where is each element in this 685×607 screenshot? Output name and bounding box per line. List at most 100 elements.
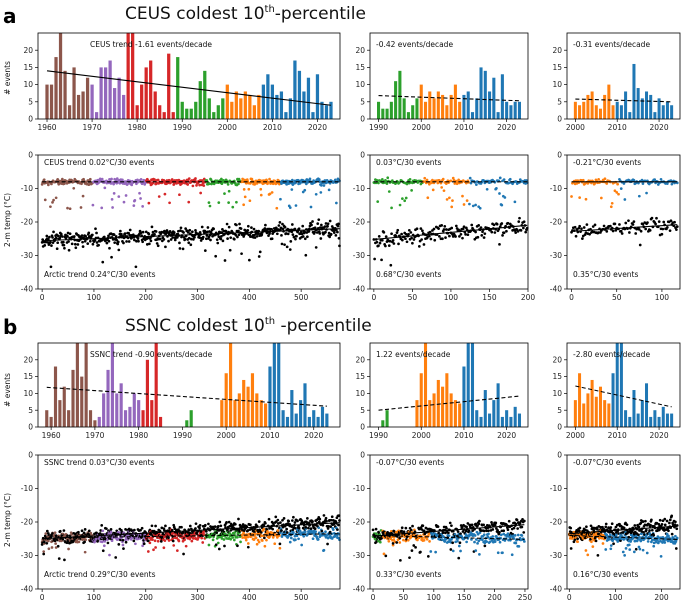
point-arctic <box>660 523 664 526</box>
bar <box>329 101 333 119</box>
point-arctic <box>622 526 626 530</box>
point-regional <box>330 537 334 540</box>
bar <box>611 373 615 427</box>
point-regional <box>650 538 654 542</box>
point-arctic <box>286 232 290 236</box>
point-arctic <box>498 242 501 246</box>
point-regional <box>192 537 195 540</box>
bar <box>207 98 211 119</box>
x-tick-label: 500 <box>294 293 309 302</box>
bar <box>284 112 288 119</box>
point-regional <box>81 194 85 198</box>
point-regional <box>449 179 453 183</box>
bar <box>103 67 108 119</box>
point-regional <box>237 182 240 186</box>
point-regional <box>317 531 321 535</box>
point-regional <box>259 187 263 191</box>
bar <box>84 343 88 427</box>
x-tick-label: 1990 <box>173 431 192 440</box>
x-tick-label: 1970 <box>85 431 104 440</box>
point-regional <box>157 195 161 198</box>
point-arctic <box>135 239 138 243</box>
bar <box>419 84 423 119</box>
point-arctic <box>507 519 511 523</box>
bar <box>578 105 582 119</box>
point-arctic <box>480 234 484 237</box>
bar <box>428 91 432 119</box>
x-tick-label: 2010 <box>260 431 279 440</box>
point-arctic <box>619 229 623 233</box>
point-arctic <box>101 260 105 264</box>
point-regional <box>244 181 248 185</box>
y-tick-label: -20 <box>353 518 365 527</box>
point-arctic <box>668 229 672 233</box>
bar <box>385 108 389 119</box>
point-arctic <box>58 529 62 533</box>
x-tick-label: 0 <box>40 293 45 302</box>
point-regional <box>156 178 160 182</box>
point-regional <box>49 205 52 209</box>
point-regional <box>478 553 481 556</box>
bar <box>149 60 153 119</box>
bar <box>53 366 58 427</box>
chart-a-temp-mid: 0 50 100 150 200 -40 -30 -20 -10 0 0.03°C/30 event… <box>353 151 536 302</box>
point-arctic <box>477 224 481 227</box>
point-arctic <box>324 230 327 234</box>
point-regional <box>227 189 231 193</box>
point-arctic <box>263 227 267 230</box>
point-regional <box>376 200 380 204</box>
y-tick-label: 0 <box>557 115 562 124</box>
point-regional <box>276 529 280 532</box>
point-arctic <box>120 528 123 532</box>
point-arctic <box>395 541 399 544</box>
point-regional <box>609 205 613 209</box>
point-regional <box>502 178 506 181</box>
point-arctic <box>267 517 271 521</box>
point-regional <box>139 197 142 200</box>
point-arctic <box>522 220 526 224</box>
point-arctic <box>161 532 165 536</box>
point-regional <box>278 546 282 550</box>
bar <box>441 94 445 119</box>
point-arctic <box>644 519 647 523</box>
point-arctic <box>412 544 416 547</box>
point-arctic <box>277 522 280 525</box>
point-arctic <box>198 524 202 527</box>
point-regional <box>148 541 152 545</box>
bar <box>475 98 479 119</box>
point-arctic <box>239 227 243 230</box>
point-regional <box>474 203 477 207</box>
point-regional <box>659 554 663 558</box>
point-regional <box>121 178 124 182</box>
point-arctic <box>246 545 250 549</box>
point-regional <box>507 181 511 185</box>
point-arctic <box>634 547 638 551</box>
point-regional <box>609 547 613 551</box>
point-arctic <box>326 224 329 228</box>
bar <box>239 98 243 119</box>
point-arctic <box>80 529 84 533</box>
point-arctic <box>326 527 330 530</box>
point-regional <box>403 199 407 203</box>
bar <box>603 94 607 119</box>
point-arctic <box>490 521 493 524</box>
point-regional <box>431 178 434 182</box>
bar <box>303 383 307 427</box>
point-arctic <box>123 232 127 236</box>
point-arctic <box>74 246 78 250</box>
point-regional <box>241 180 245 184</box>
point-regional <box>675 536 679 540</box>
point-arctic <box>44 240 48 244</box>
bar <box>653 410 657 427</box>
y-tick-label: -20 <box>21 218 33 227</box>
point-arctic <box>160 526 164 530</box>
bar <box>49 416 53 427</box>
bar <box>71 369 75 427</box>
point-arctic <box>494 521 498 525</box>
bar <box>185 420 189 427</box>
point-regional <box>235 200 238 204</box>
point-regional <box>220 537 224 540</box>
point-regional <box>623 198 627 201</box>
point-arctic <box>438 235 441 238</box>
point-regional <box>183 538 186 542</box>
